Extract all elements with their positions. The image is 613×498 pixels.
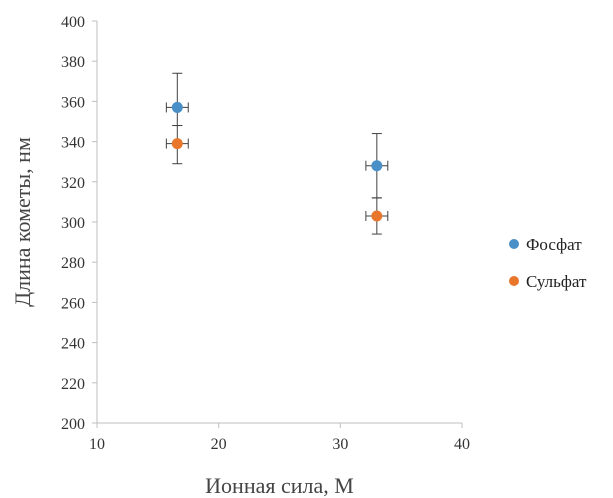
marker bbox=[171, 138, 183, 150]
data-point-1-2 bbox=[365, 133, 389, 199]
data-point-1-1 bbox=[165, 72, 189, 127]
y-tick-label: 340 bbox=[61, 135, 85, 152]
y-tick-label: 260 bbox=[61, 295, 85, 312]
y-axis-title: Длина кометы, нм bbox=[10, 137, 35, 307]
y-tick-label: 220 bbox=[61, 376, 85, 393]
y-tick-label: 400 bbox=[61, 14, 85, 31]
y-tick-label: 300 bbox=[61, 215, 85, 232]
data-point-2-2 bbox=[365, 197, 389, 235]
marker bbox=[371, 160, 383, 172]
x-tick-label: 30 bbox=[332, 436, 348, 453]
tick-labels: 200 220 240 260 280 300 320 340 360 380 400 10 20 30 4… bbox=[61, 14, 470, 453]
legend: Фосфат Сульфат bbox=[509, 235, 587, 291]
legend-marker bbox=[509, 276, 519, 286]
legend-label: Сульфат bbox=[526, 272, 587, 291]
axes bbox=[92, 20, 463, 428]
y-tick-label: 200 bbox=[61, 416, 85, 433]
data-point-2-1 bbox=[165, 125, 189, 165]
y-tick-label: 280 bbox=[61, 255, 85, 272]
x-axis-title: Ионная сила, М bbox=[205, 473, 354, 498]
marker bbox=[371, 210, 383, 222]
x-tick-label: 20 bbox=[211, 436, 227, 453]
legend-entry-1: Фосфат bbox=[509, 235, 582, 254]
y-tick-label: 320 bbox=[61, 175, 85, 192]
legend-label: Фосфат bbox=[526, 235, 582, 254]
marker bbox=[171, 101, 183, 113]
y-tick-label: 240 bbox=[61, 336, 85, 353]
data-marks bbox=[165, 72, 389, 235]
y-tick-label: 360 bbox=[61, 94, 85, 111]
legend-marker bbox=[509, 239, 519, 249]
x-tick-label: 10 bbox=[89, 436, 105, 453]
legend-entry-2: Сульфат bbox=[509, 272, 587, 291]
y-tick-label: 380 bbox=[61, 54, 85, 71]
x-tick-label: 40 bbox=[454, 436, 470, 453]
